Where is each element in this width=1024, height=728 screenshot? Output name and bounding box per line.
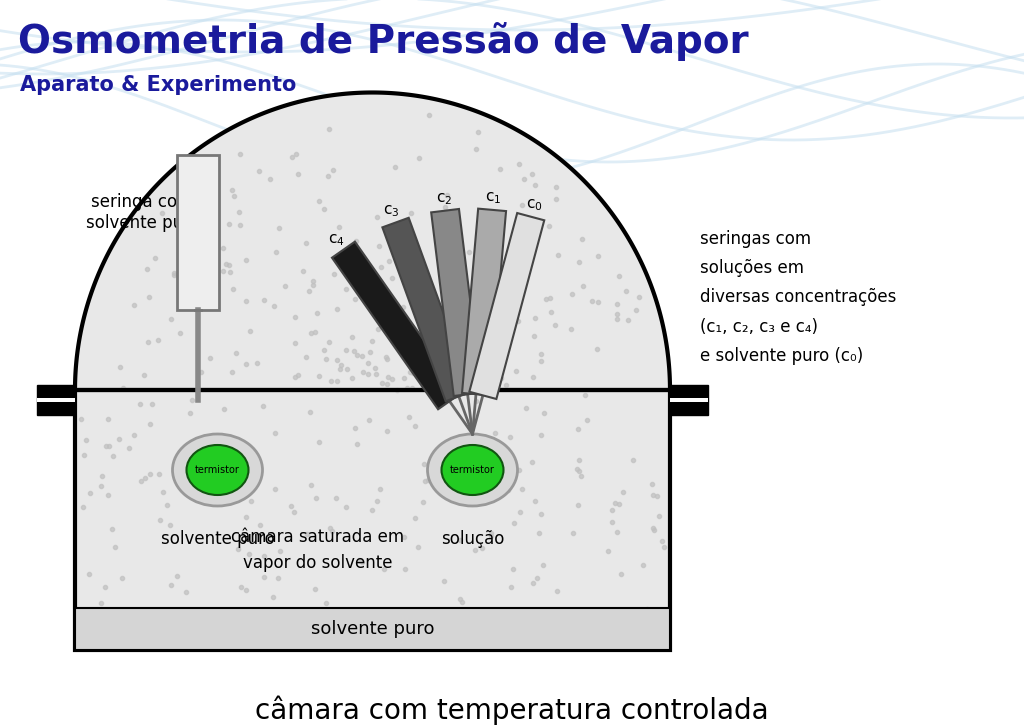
Bar [75, 608, 670, 650]
Bar [670, 385, 708, 415]
Polygon shape [382, 218, 472, 401]
Text: solução: solução [440, 530, 504, 548]
Bar [176, 155, 218, 310]
Polygon shape [462, 209, 506, 395]
Text: c$_{0}$: c$_{0}$ [525, 197, 542, 213]
Polygon shape [332, 242, 461, 409]
Text: c$_{3}$: c$_{3}$ [383, 203, 399, 219]
Text: termistor: termistor [195, 465, 240, 475]
Polygon shape [431, 209, 481, 396]
Text: Osmometria de Pressão de Vapor: Osmometria de Pressão de Vapor [18, 23, 749, 61]
Text: solvente puro: solvente puro [310, 620, 434, 638]
Text: solvente puro: solvente puro [161, 530, 274, 548]
Bar [75, 390, 670, 650]
Ellipse shape [427, 434, 517, 506]
Bar [37, 398, 75, 402]
Text: c$_{2}$: c$_{2}$ [435, 191, 452, 207]
Bar [75, 390, 670, 650]
Bar [670, 398, 708, 402]
Polygon shape [469, 213, 545, 399]
Bar [37, 385, 75, 415]
Ellipse shape [172, 434, 262, 506]
Text: seringas com
soluções em
diversas concentrações
(c₁, c₂, c₃ e c₄)
e solvente pur: seringas com soluções em diversas concen… [700, 230, 896, 365]
Text: câmara saturada em
vapor do solvente: câmara saturada em vapor do solvente [231, 528, 404, 572]
Polygon shape [75, 92, 670, 390]
Text: seringa com
solvente puro: seringa com solvente puro [86, 193, 200, 232]
Ellipse shape [186, 445, 249, 495]
Text: Aparato & Experimento: Aparato & Experimento [20, 75, 296, 95]
Ellipse shape [441, 445, 504, 495]
Text: câmara com temperatura controlada: câmara com temperatura controlada [255, 695, 769, 725]
Text: termistor: termistor [451, 465, 495, 475]
Text: c$_{1}$: c$_{1}$ [485, 190, 502, 206]
Text: c$_{4}$: c$_{4}$ [329, 232, 345, 248]
